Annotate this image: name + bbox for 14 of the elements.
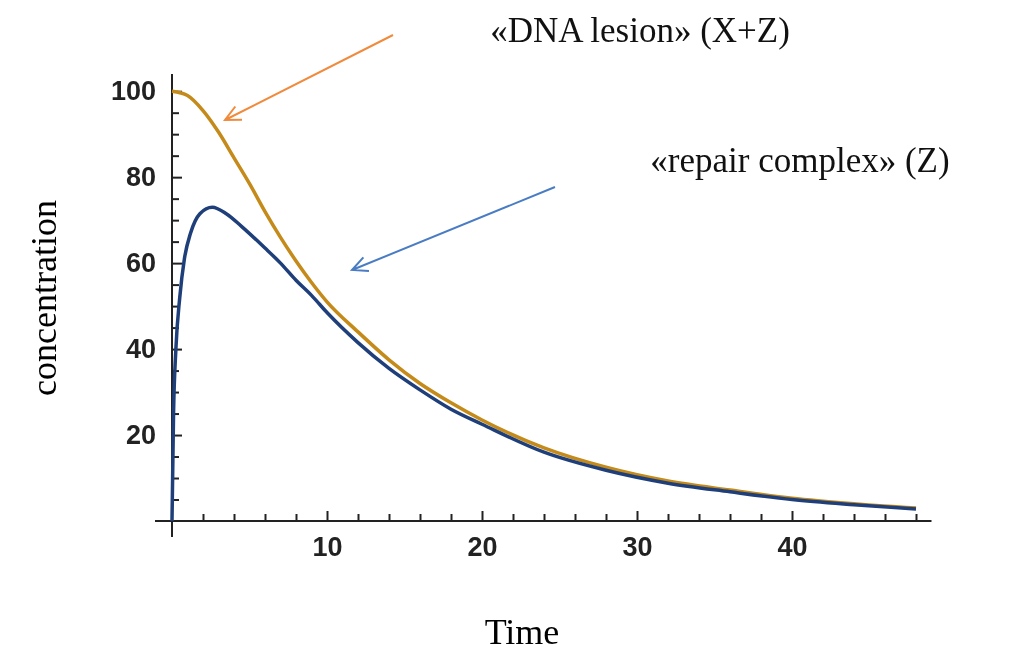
x-tick-label: 10	[312, 532, 343, 563]
y-tick-label: 80	[125, 162, 156, 193]
annotation: «repair complex» (Z)	[650, 141, 950, 180]
y-tick-label: 100	[110, 76, 156, 107]
x-axis-title: Time	[484, 612, 560, 649]
y-tick-label: 40	[125, 334, 156, 365]
line-series	[170, 205, 918, 523]
x-tick-label: 30	[622, 532, 653, 563]
x-tick-label: 20	[467, 532, 498, 563]
y-axis-title: concentration	[24, 200, 64, 396]
y-tick-label: 20	[125, 420, 156, 451]
x-tick-label: 40	[777, 532, 808, 563]
text: «DNA lesion» (X+Z)	[490, 11, 790, 50]
y-tick-label: 60	[125, 248, 156, 279]
